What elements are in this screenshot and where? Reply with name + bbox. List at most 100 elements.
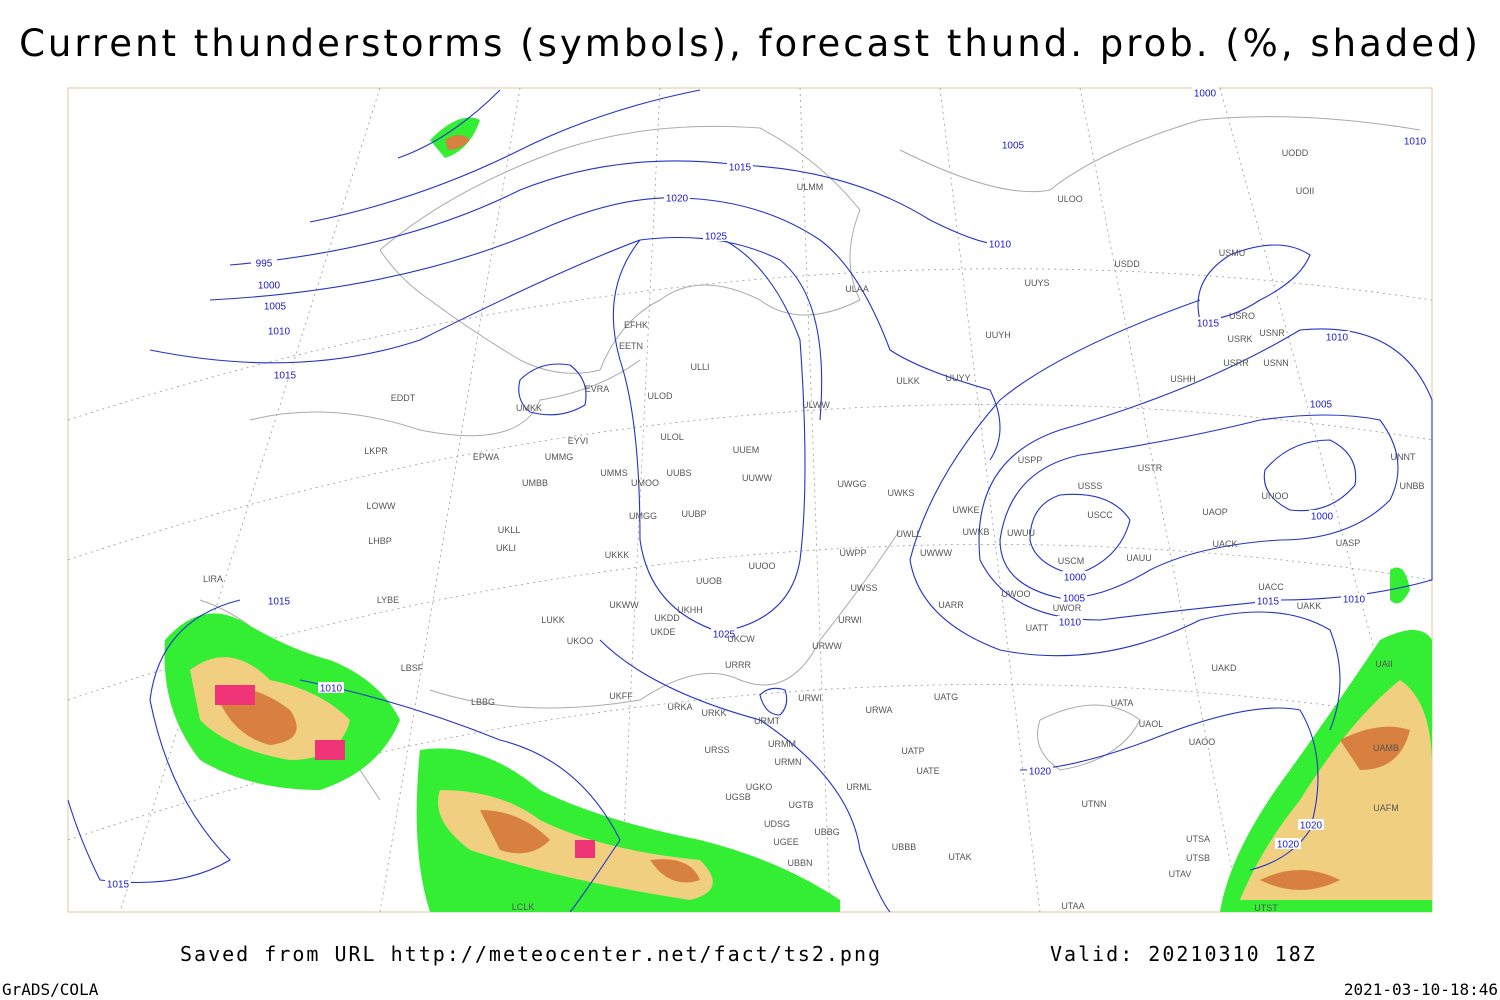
station-label: UBBB [892, 842, 917, 852]
station-label: UNOO [1262, 491, 1289, 501]
isobar-label-bg [1057, 616, 1083, 627]
station-label: UATG [934, 692, 958, 702]
isobar-label-bg [1195, 317, 1221, 328]
station-label: UMBB [522, 478, 548, 488]
station-label: UNBB [1399, 481, 1424, 491]
station-label: UBBG [814, 827, 840, 837]
station-label: LBBG [471, 697, 495, 707]
station-label: UWKS [888, 488, 915, 498]
station-label: URML [846, 782, 872, 792]
isobar-label: 1000 [258, 281, 281, 292]
station-label: UUYH [985, 330, 1011, 340]
station-label: UBBN [787, 858, 812, 868]
station-label: URWW [812, 641, 842, 651]
isobar-label: 1010 [1059, 618, 1082, 629]
isobar-label-bg [1308, 398, 1334, 409]
isobar-label-bg [1275, 838, 1301, 849]
station-label: URWI [798, 693, 822, 703]
station-label: URWA [866, 705, 893, 715]
station-label: UATP [901, 746, 924, 756]
station-label: UGKO [746, 782, 773, 792]
isobars [67, 89, 1433, 913]
station-label: UATE [916, 766, 939, 776]
station-label: USSS [1078, 481, 1103, 491]
station-label: UAOO [1189, 737, 1216, 747]
isobar-label-bg [1324, 331, 1350, 342]
station-label: UGSB [725, 792, 751, 802]
station-label: UATT [1026, 623, 1049, 633]
station-label: USRK [1227, 334, 1252, 344]
isobar-label-bg [1402, 135, 1428, 146]
station-label: UODD [1282, 148, 1309, 158]
station-label: USRR [1223, 358, 1249, 368]
isobar-label-bg [1027, 765, 1053, 776]
station-label: LHBP [368, 536, 392, 546]
station-label: UMOO [631, 478, 659, 488]
station-label: UUBP [681, 509, 706, 519]
isobar-label-bg [1309, 510, 1335, 521]
isobar-label-bg [1062, 571, 1088, 582]
station-label: USPP [1018, 455, 1043, 465]
station-label: UKDD [654, 613, 680, 623]
isobar-label: 1005 [1063, 594, 1086, 605]
isobar-label: 1015 [1257, 597, 1280, 608]
isobar-label-bg [1000, 139, 1026, 150]
software: GrADS/COLA [2, 980, 99, 999]
station-label: UKCW [727, 634, 755, 644]
isobar-label: 995 [256, 259, 273, 270]
station-label: USMU [1219, 248, 1246, 258]
station-label: EYVI [568, 436, 589, 446]
station-label: UWPP [840, 548, 867, 558]
station-label: UAOL [1139, 719, 1164, 729]
station-label: UASP [1336, 538, 1361, 548]
station-label: LKPR [364, 446, 388, 456]
isobar-label-bg [318, 682, 344, 693]
station-label: LYBE [377, 595, 399, 605]
station-label: LIRA [203, 574, 223, 584]
station-label: UUYY [945, 373, 970, 383]
isobar-label-bg [664, 192, 690, 203]
station-label: URMM [768, 739, 796, 749]
isobar-label-bg [272, 369, 298, 380]
station-label: LUKK [541, 615, 565, 625]
station-label: UACC [1258, 582, 1284, 592]
isobar-label: 1025 [705, 232, 728, 243]
station-label: UWSS [851, 583, 878, 593]
station-label: URSS [704, 745, 729, 755]
isobar-label-bg [1192, 87, 1218, 98]
station-label: ULLI [690, 362, 709, 372]
station-label: EFHK [624, 320, 648, 330]
station-label: LCLK [512, 902, 535, 912]
station-label: UARR [938, 600, 964, 610]
station-label: UTST [1254, 903, 1278, 913]
isobar-label-bg [987, 238, 1013, 249]
station-label: UKKK [605, 550, 630, 560]
station-label: UAMB [1373, 743, 1399, 753]
isobar-label: 1005 [1310, 400, 1333, 411]
isobar-label-bg [727, 161, 753, 172]
station-label: UWWW [920, 548, 952, 558]
station-label: ULAA [845, 284, 869, 294]
station-label: ULWW [802, 400, 830, 410]
station-label: UMMS [600, 468, 628, 478]
station-label: UTAK [948, 852, 971, 862]
station-label: LOWW [367, 501, 397, 511]
isobar-label: 1015 [274, 371, 297, 382]
isobar-label-bg [1061, 592, 1087, 603]
station-label: ULKK [896, 376, 920, 386]
station-label: ULOD [647, 391, 673, 401]
isobar-label: 1005 [264, 302, 287, 313]
station-label: UKOO [567, 636, 594, 646]
isobar-label: 1010 [1404, 137, 1427, 148]
station-label: UAUU [1126, 553, 1152, 563]
station-label: USNR [1259, 328, 1285, 338]
station-label: UTAV [1169, 869, 1192, 879]
isobar-label: 1020 [666, 194, 689, 205]
graticule [67, 87, 1433, 913]
isobar-label-bg [1255, 595, 1281, 606]
station-label: UWOO [1002, 589, 1031, 599]
station-label: USHH [1170, 374, 1196, 384]
isobar-label-bg [256, 279, 282, 290]
station-label: UUEM [733, 445, 760, 455]
source-url: Saved from URL http://meteocenter.net/fa… [180, 942, 882, 966]
